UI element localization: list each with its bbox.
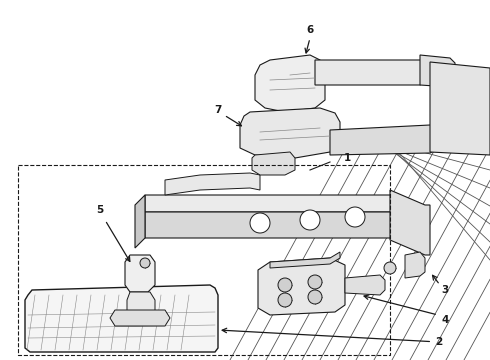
Polygon shape xyxy=(135,195,145,248)
Polygon shape xyxy=(165,173,260,195)
Text: 7: 7 xyxy=(214,105,221,115)
Polygon shape xyxy=(25,285,218,352)
Circle shape xyxy=(384,262,396,274)
Text: 2: 2 xyxy=(222,328,442,347)
Circle shape xyxy=(345,207,365,227)
Circle shape xyxy=(140,258,150,268)
Bar xyxy=(18,165,390,355)
Polygon shape xyxy=(255,55,325,112)
Polygon shape xyxy=(405,252,425,278)
Polygon shape xyxy=(127,292,155,320)
Circle shape xyxy=(300,210,320,230)
Polygon shape xyxy=(110,310,170,326)
Polygon shape xyxy=(240,108,340,158)
Text: 3: 3 xyxy=(441,285,449,295)
Polygon shape xyxy=(145,195,420,225)
Circle shape xyxy=(308,290,322,304)
Polygon shape xyxy=(345,275,385,295)
Polygon shape xyxy=(330,125,440,155)
Polygon shape xyxy=(258,258,345,315)
Circle shape xyxy=(250,213,270,233)
Circle shape xyxy=(278,278,292,292)
Text: 1: 1 xyxy=(343,153,351,163)
Polygon shape xyxy=(390,190,430,255)
Circle shape xyxy=(308,275,322,289)
Text: 4: 4 xyxy=(441,315,449,325)
Polygon shape xyxy=(420,55,455,87)
Polygon shape xyxy=(252,152,295,175)
Text: 6: 6 xyxy=(306,25,314,35)
Polygon shape xyxy=(315,60,430,85)
Text: 5: 5 xyxy=(97,205,103,215)
Polygon shape xyxy=(125,255,155,292)
Polygon shape xyxy=(270,252,340,268)
Polygon shape xyxy=(145,212,420,250)
Polygon shape xyxy=(430,62,490,155)
Circle shape xyxy=(278,293,292,307)
